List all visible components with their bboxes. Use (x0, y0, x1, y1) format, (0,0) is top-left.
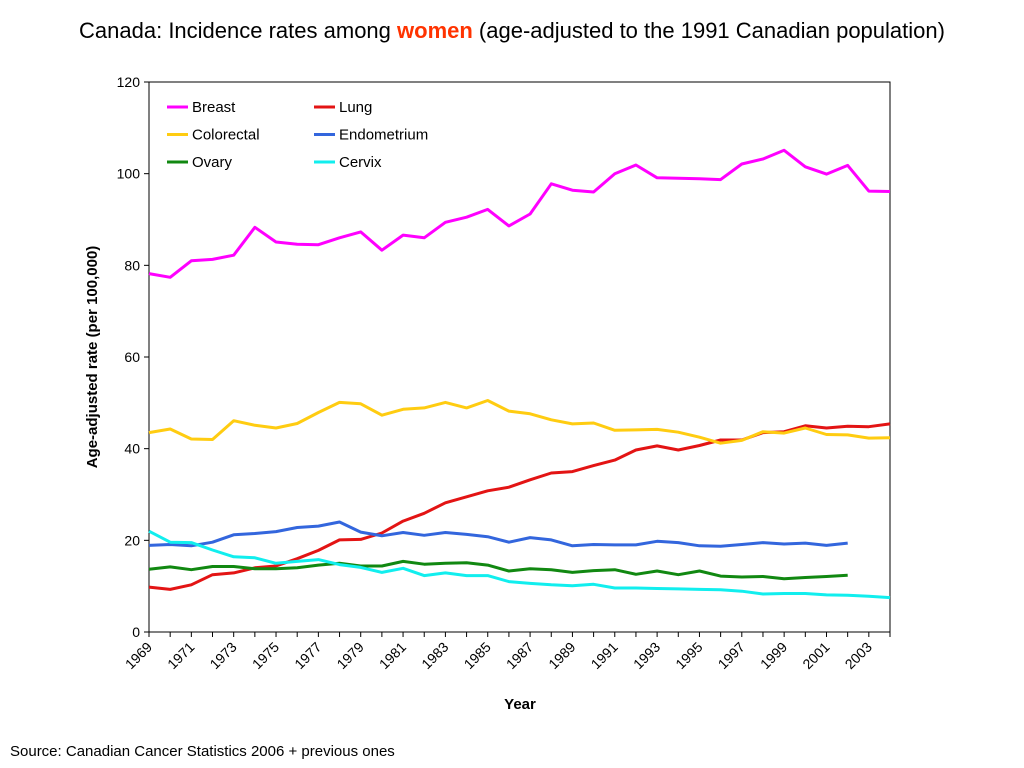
y-tick-label: 80 (124, 257, 140, 273)
series-layer (148, 148, 891, 600)
x-tick-label: 1995 (672, 639, 705, 672)
y-tick-label: 120 (117, 74, 141, 90)
plot-frame (148, 81, 891, 633)
chart-title: Canada: Incidence rates among women (age… (0, 18, 1024, 44)
legend-label-breast: Breast (192, 99, 236, 116)
x-tick-label: 1981 (376, 639, 409, 672)
x-tick-label: 1975 (249, 639, 282, 672)
legend-label-lung: Lung (339, 99, 372, 116)
legend-label-cervix: Cervix (339, 154, 382, 171)
x-tick-label: 1987 (503, 639, 536, 672)
x-tick-label: 1969 (122, 639, 155, 672)
chart-title-highlight: women (397, 18, 473, 43)
x-tick-label: 1989 (545, 639, 578, 672)
y-tick-label: 60 (124, 349, 140, 365)
x-tick-label: 1973 (206, 639, 239, 672)
y-tick-label: 0 (132, 624, 140, 640)
chart-title-prefix: Canada: Incidence rates among (79, 18, 398, 43)
x-tick-label: 1997 (715, 639, 748, 672)
y-axis-title: Age-adjusted rate (per 100,000) (84, 246, 101, 469)
legend-label-colorectal: Colorectal (192, 127, 260, 144)
axes: 0 20 40 60 80 100 120 1969 1971 1973 1975 1977 1979 1… (117, 74, 891, 672)
x-tick-label: 1985 (461, 639, 494, 672)
legend-label-ovary: Ovary (192, 154, 233, 171)
x-tick-label: 1971 (164, 639, 197, 672)
x-tick-label: 1999 (757, 639, 790, 672)
chart-title-suffix: (age-adjusted to the 1991 Canadian popul… (472, 18, 945, 43)
legend-label-endometrium: Endometrium (339, 127, 428, 144)
series-line-cervix (148, 529, 891, 600)
x-tick-label: 1993 (630, 639, 663, 672)
y-tick-label: 20 (124, 532, 140, 548)
x-axis-title: Year (504, 696, 536, 713)
x-tick-label: 2001 (799, 639, 832, 672)
series-line-colorectal (148, 399, 891, 445)
series-line-lung (148, 422, 891, 591)
series-line-endometrium (148, 520, 848, 548)
x-tick-label: 1991 (588, 639, 621, 672)
series-line-ovary (148, 559, 848, 581)
y-tick-label: 40 (124, 441, 140, 457)
x-tick-label: 1977 (291, 639, 324, 672)
x-tick-label: 1979 (333, 639, 366, 672)
x-tick-label: 2003 (842, 639, 875, 672)
series-line-breast (148, 148, 891, 279)
x-tick-label: 1983 (418, 639, 451, 672)
source-note: Source: Canadian Cancer Statistics 2006 … (10, 743, 395, 760)
y-tick-label: 100 (117, 166, 141, 182)
legend: Breast Lung Colorectal Endometrium Ovary Cerv… (167, 99, 428, 171)
